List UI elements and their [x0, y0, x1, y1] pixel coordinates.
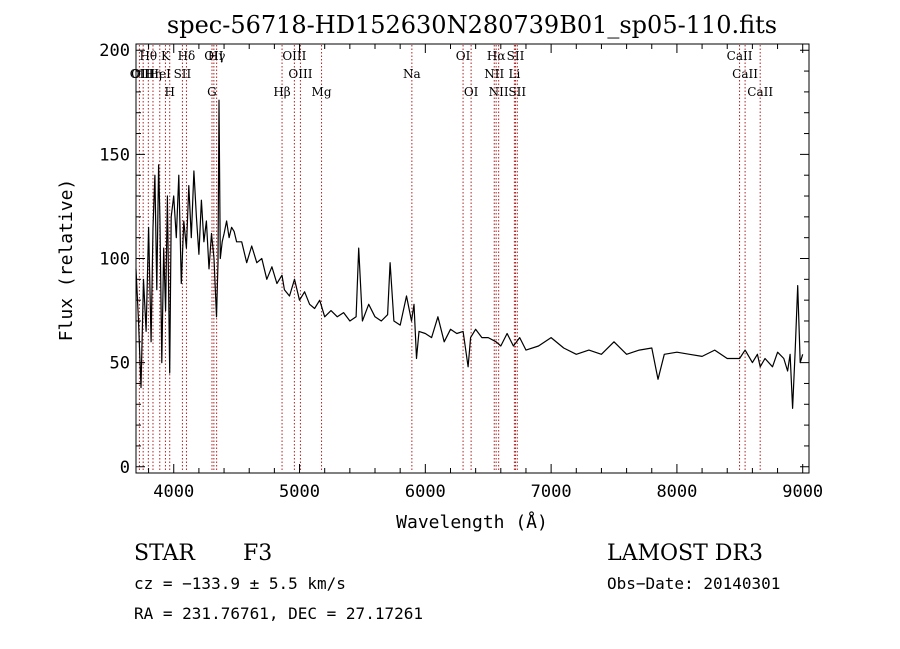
line-label: SII: [507, 49, 525, 63]
line-label: SII: [174, 67, 192, 81]
spectrum-series: [135, 99, 804, 409]
line-label: CaII: [727, 49, 753, 63]
survey-name: LAMOST DR3: [607, 541, 763, 566]
line-label: K: [161, 49, 171, 63]
chart-title: spec-56718-HD152630N280739B01_sp05-110.f…: [167, 11, 777, 39]
y-tick-label: 100: [99, 250, 130, 270]
line-label: Li: [508, 67, 520, 81]
line-label: SII: [508, 85, 526, 99]
line-label: Hγ: [208, 49, 226, 63]
x-tick-label: 5000: [279, 482, 320, 502]
observation-date: Obs−Date: 20140301: [607, 574, 780, 593]
line-label: OI: [456, 49, 471, 63]
line-label: OI: [464, 85, 479, 99]
line-label: NII: [489, 85, 509, 99]
x-tick-label: 6000: [405, 482, 446, 502]
x-tick-label: 9000: [782, 482, 823, 502]
spectrum-line: [135, 99, 804, 409]
object-class: STAR: [134, 541, 196, 566]
line-label: Hθ: [139, 49, 157, 63]
y-tick-label: 0: [120, 458, 130, 478]
line-label: NII: [484, 67, 504, 81]
line-label: Hβ: [273, 85, 290, 99]
x-tick-label: 7000: [531, 482, 572, 502]
coordinates-info: RA = 231.76761, DEC = 27.17261: [134, 604, 423, 623]
line-label: OIII: [282, 49, 306, 63]
x-axis-ticks: 4000 5000 6000 7000 8000 9000: [148, 44, 823, 502]
line-label: HeI: [149, 67, 172, 81]
x-axis-label: Wavelength (Å): [396, 511, 548, 533]
redshift-info: cz = −133.9 ± 5.5 km/s: [134, 574, 346, 593]
plot-frame: [135, 43, 810, 474]
y-tick-label: 200: [99, 41, 130, 61]
line-label: CaII: [747, 85, 773, 99]
y-axis-label: Flux (relative): [56, 179, 77, 342]
line-label: Hα: [487, 49, 506, 63]
line-label: H: [164, 85, 174, 99]
x-tick-label: 8000: [656, 482, 697, 502]
line-label: Mg: [312, 85, 332, 99]
line-label: G: [207, 85, 217, 99]
line-label: Hη: [144, 67, 162, 81]
line-label: OII: [204, 49, 224, 63]
line-label: OIII: [131, 67, 155, 81]
line-label: Na: [403, 67, 421, 81]
line-label: Hδ: [178, 49, 196, 63]
y-tick-label: 150: [99, 145, 130, 165]
line-label: CaII: [732, 67, 758, 81]
line-markers: [138, 45, 761, 472]
line-label: OII: [130, 67, 150, 81]
y-tick-label: 50: [110, 354, 130, 374]
line-label: OIII: [288, 67, 312, 81]
y-axis-ticks: 0 50 100 150 200: [99, 41, 809, 478]
x-tick-label: 4000: [153, 482, 194, 502]
object-subclass: F3: [243, 541, 272, 566]
